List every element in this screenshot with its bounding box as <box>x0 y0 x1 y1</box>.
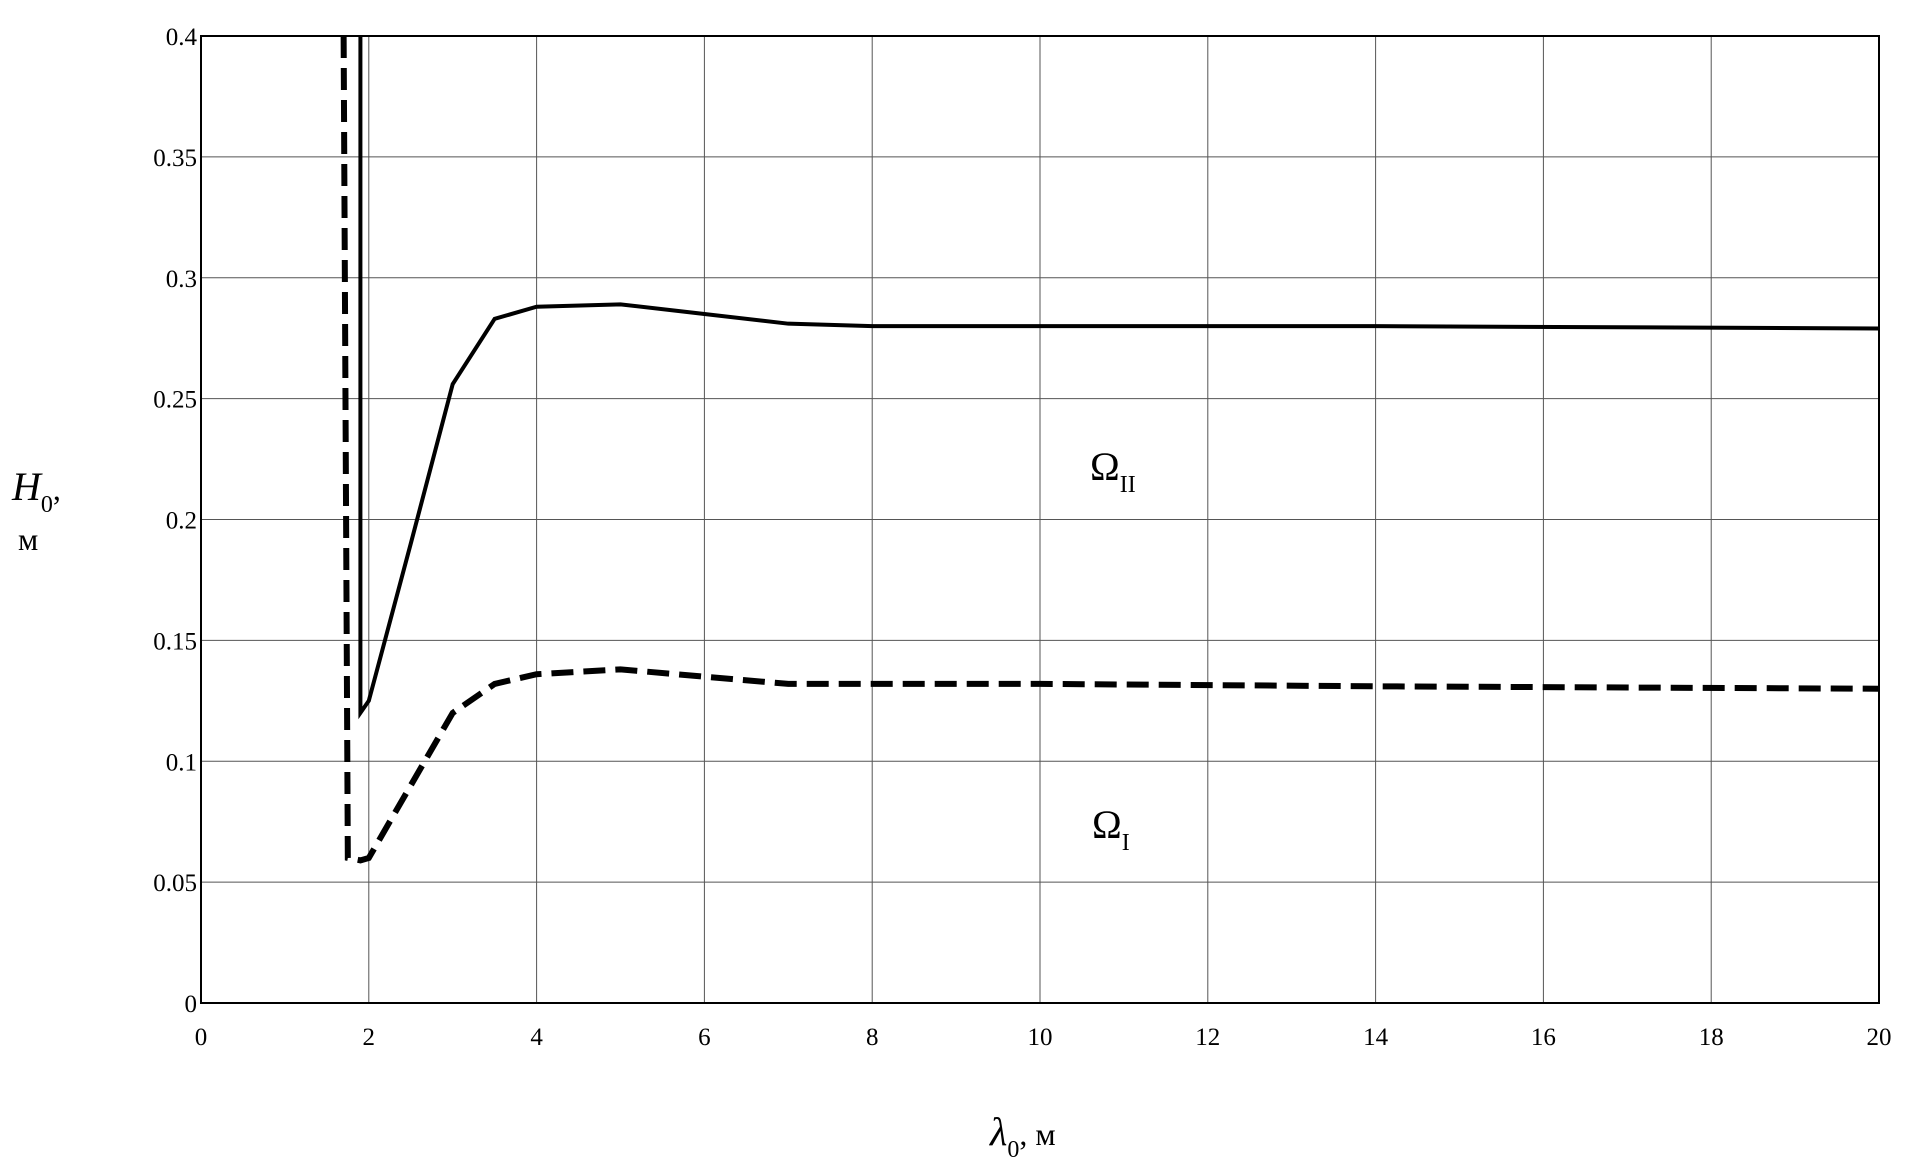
series-line <box>340 35 1880 864</box>
x-tick-label: 0 <box>195 1024 208 1051</box>
x-tick-label: 16 <box>1531 1024 1556 1051</box>
x-tick-label: 18 <box>1699 1024 1724 1051</box>
y-label-unit2: м <box>18 521 38 557</box>
annotation-sub: II <box>1120 472 1136 498</box>
y-tick-label: 0.2 <box>166 508 197 535</box>
x-tick-label: 10 <box>1028 1024 1053 1051</box>
y-tick-label: 0.25 <box>153 387 197 414</box>
annotation-symbol: Ω <box>1090 444 1120 489</box>
x-label-symbol: λ <box>989 1109 1007 1154</box>
series-line <box>358 36 1880 720</box>
x-tick-label: 8 <box>866 1024 879 1051</box>
y-tick-label: 0.05 <box>153 870 197 897</box>
annotation: ΩI <box>1092 802 1130 856</box>
y-tick-label: 0 <box>185 991 198 1018</box>
y-tick-label: 0.3 <box>166 266 197 293</box>
y-tick-label: 0.15 <box>153 628 197 655</box>
plot-frame <box>200 35 1880 1004</box>
x-tick-label: 6 <box>698 1024 711 1051</box>
y-tick-label: 0.4 <box>166 24 198 51</box>
x-tick-label: 2 <box>363 1024 376 1051</box>
x-tick-label: 12 <box>1195 1024 1220 1051</box>
x-label: λ0, м <box>989 1109 1056 1163</box>
x-label-sub: 0 <box>1007 1137 1019 1163</box>
x-label-unit: , м <box>1019 1116 1055 1152</box>
y-label-symbol: H <box>11 464 43 509</box>
y-tick-label: 0.1 <box>166 749 197 776</box>
annotation-symbol: Ω <box>1092 802 1122 847</box>
y-label: H0, <box>11 464 61 518</box>
x-tick-label: 4 <box>530 1024 543 1051</box>
y-label-sub: 0 <box>41 492 53 518</box>
x-tick-label: 14 <box>1363 1024 1389 1051</box>
annotation-sub: I <box>1122 830 1130 856</box>
y-tick-label: 0.35 <box>153 145 197 172</box>
y-label-unit: , <box>53 471 61 507</box>
x-tick-label: 20 <box>1867 1024 1892 1051</box>
annotation: ΩII <box>1090 444 1136 498</box>
